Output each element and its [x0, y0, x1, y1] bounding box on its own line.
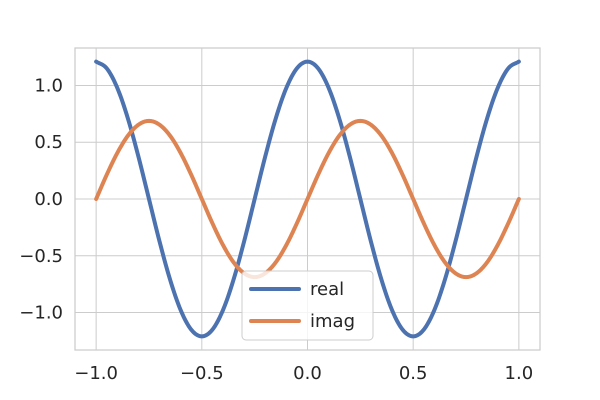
series-lines: [94, 59, 521, 339]
y-tick-label: 0.5: [34, 132, 63, 153]
y-tick-label: −0.5: [19, 246, 63, 267]
y-axis-ticks: 1.0 0.5 0.0 −0.5 −1.0: [19, 75, 63, 323]
legend: real imag: [241, 270, 374, 341]
x-tick-label: 1.0: [505, 363, 534, 384]
series-line-imag: [94, 118, 521, 280]
y-tick-label: −1.0: [19, 303, 63, 324]
legend-label-real: real: [310, 279, 344, 300]
y-tick-label: 0.0: [34, 189, 63, 210]
plot-area-frame: [74, 47, 541, 351]
x-tick-label: 0.0: [293, 363, 322, 384]
legend-label-imag: imag: [310, 311, 355, 332]
x-tick-label: −0.5: [180, 363, 224, 384]
x-tick-label: −1.0: [74, 363, 118, 384]
y-tick-label: 1.0: [34, 75, 63, 96]
x-axis-ticks: −1.0 −0.5 0.0 0.5 1.0: [74, 363, 533, 384]
x-tick-label: 0.5: [399, 363, 428, 384]
